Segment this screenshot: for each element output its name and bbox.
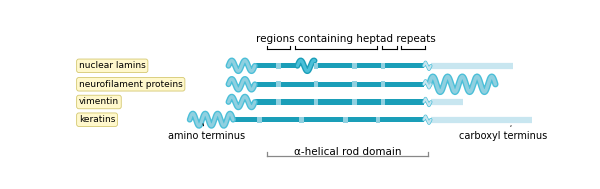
Bar xyxy=(277,81,281,87)
Bar xyxy=(277,63,281,69)
Bar xyxy=(314,63,318,69)
Bar xyxy=(376,117,380,123)
Bar xyxy=(299,117,304,123)
Bar xyxy=(257,117,262,123)
Text: α-helical rod domain: α-helical rod domain xyxy=(293,147,401,157)
Bar xyxy=(277,81,281,87)
Bar xyxy=(255,99,424,105)
Bar xyxy=(255,82,424,87)
Bar xyxy=(352,99,356,105)
Bar xyxy=(352,63,356,69)
Bar xyxy=(352,81,356,87)
Bar xyxy=(277,99,281,105)
Bar xyxy=(314,81,318,87)
Bar xyxy=(381,99,385,105)
Bar xyxy=(255,63,298,68)
Text: carboxyl terminus: carboxyl terminus xyxy=(458,126,547,141)
Text: neurofilament proteins: neurofilament proteins xyxy=(79,80,182,89)
Bar xyxy=(343,117,348,123)
Text: regions containing heptad repeats: regions containing heptad repeats xyxy=(256,34,436,44)
Bar xyxy=(314,99,318,105)
Bar xyxy=(381,63,385,69)
Text: vimentin: vimentin xyxy=(79,98,119,106)
Bar xyxy=(381,81,385,87)
Text: amino terminus: amino terminus xyxy=(168,124,245,141)
Bar xyxy=(376,117,380,123)
Bar xyxy=(277,63,281,69)
Bar xyxy=(352,81,356,87)
Bar xyxy=(257,117,262,123)
Bar xyxy=(233,117,424,122)
Bar xyxy=(381,99,385,105)
Bar xyxy=(352,99,356,105)
Bar xyxy=(314,81,318,87)
Bar xyxy=(314,99,318,105)
Bar xyxy=(381,63,385,69)
Bar xyxy=(343,117,348,123)
Bar xyxy=(314,63,318,69)
Bar xyxy=(381,81,385,87)
Bar xyxy=(277,99,281,105)
Bar xyxy=(299,117,304,123)
Text: keratins: keratins xyxy=(79,115,115,124)
Bar xyxy=(352,63,356,69)
Text: nuclear lamins: nuclear lamins xyxy=(79,61,146,70)
Bar xyxy=(314,63,424,68)
